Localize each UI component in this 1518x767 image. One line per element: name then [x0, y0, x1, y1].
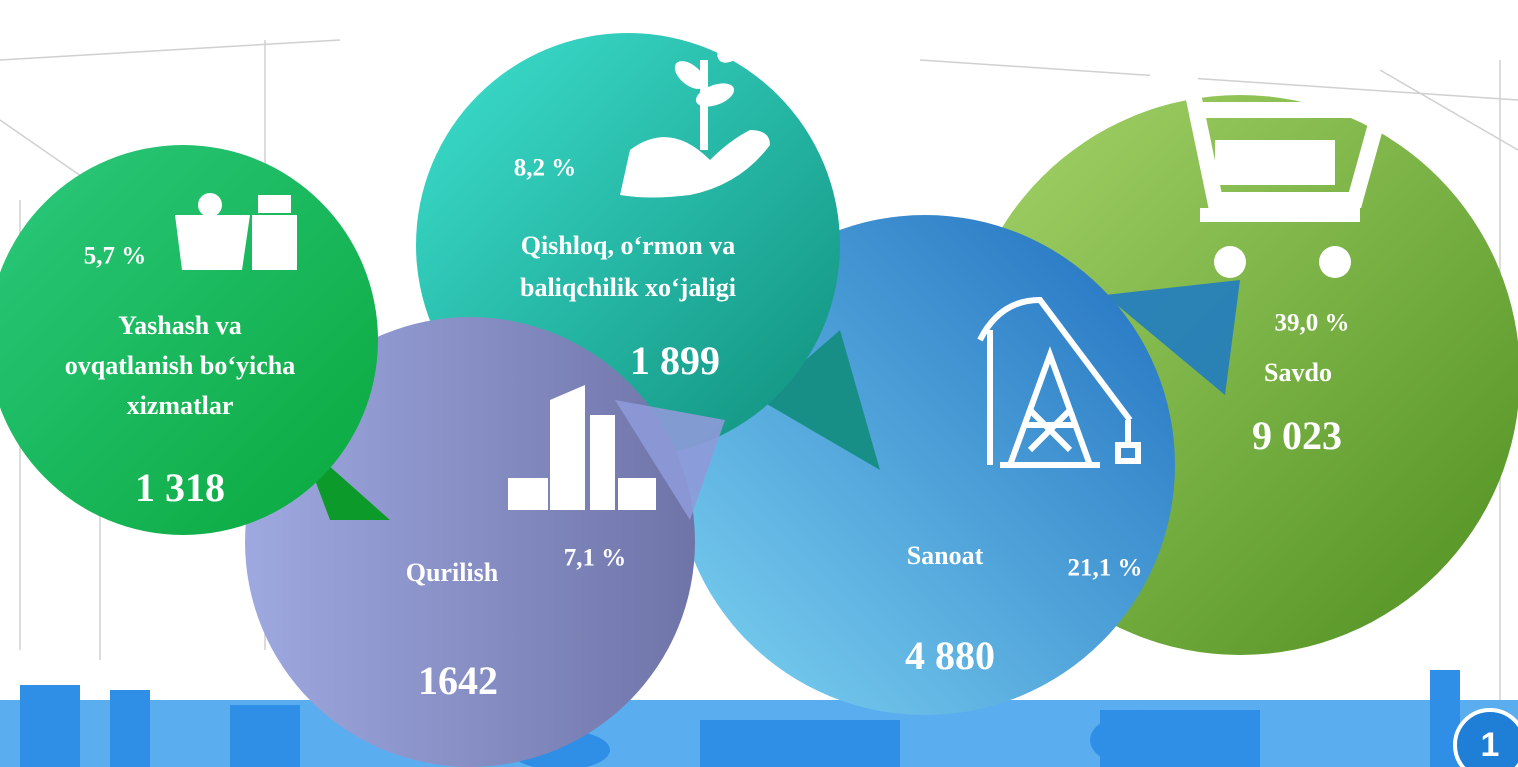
qurilish-bubble: Qurilish 7,1 % 1642	[245, 317, 725, 767]
percent: 21,1 %	[1068, 555, 1143, 582]
page-number-badge: 1	[1453, 708, 1518, 767]
sector-name: Sanoat	[907, 541, 984, 570]
percent: 8,2 %	[514, 155, 577, 182]
sector-name: xizmatlar	[127, 391, 234, 420]
value: 1 318	[135, 465, 225, 510]
sector-name: Qurilish	[406, 558, 499, 587]
value: 1 899	[630, 338, 720, 383]
yashash-bubble: 5,7 % Yashash va ovqatlanish bo‘yicha xi…	[0, 145, 390, 535]
oil-pump-icon	[977, 296, 1141, 468]
sector-name: Qishloq, o‘rmon va	[521, 231, 736, 260]
value: 4 880	[905, 633, 995, 678]
sector-name: Yashash va	[118, 311, 242, 340]
cart-icon	[1150, 72, 1391, 278]
sector-name: ovqatlanish bo‘yicha	[65, 351, 295, 380]
plant-icon	[620, 27, 770, 198]
percent: 39,0 %	[1275, 310, 1350, 337]
value: 9 023	[1252, 413, 1342, 458]
sector-name: baliqchilik xo‘jaligi	[520, 273, 736, 302]
percent: 7,1 %	[564, 545, 627, 572]
sector-name: Savdo	[1264, 358, 1332, 387]
page-number: 1	[1481, 726, 1500, 764]
skyline	[0, 670, 1518, 767]
percent: 5,7 %	[84, 243, 147, 270]
grocery-icon	[175, 193, 297, 270]
building-icon	[508, 385, 656, 510]
value: 1642	[418, 658, 498, 703]
